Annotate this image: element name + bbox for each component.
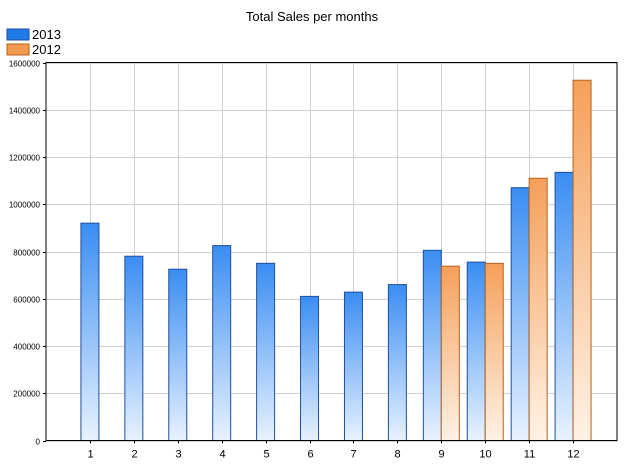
bar-2012-month-9	[440, 265, 460, 441]
y-tick-label: 0	[36, 438, 41, 447]
y-tick-label: 600000	[13, 296, 40, 305]
bar-2013-month-3	[168, 268, 188, 441]
bar-2012-month-12	[572, 79, 592, 441]
chart-title: Total Sales per months	[246, 9, 379, 24]
x-tick-label: 12	[567, 449, 579, 461]
y-tick-label: 400000	[13, 343, 40, 352]
x-tick-label: 6	[307, 449, 313, 461]
y-tick-label: 1400000	[9, 107, 41, 116]
bar-2013-month-1	[80, 222, 100, 441]
bar-2013-month-2	[124, 255, 144, 441]
bar-2013-month-11	[510, 187, 530, 441]
plot-frame	[45, 62, 618, 441]
x-tick-label: 8	[394, 449, 400, 461]
y-tick-label: 1200000	[9, 154, 41, 163]
x-tick-label: 2	[131, 449, 137, 461]
bar-2013-month-10	[466, 261, 486, 441]
x-tick-label: 4	[219, 449, 225, 461]
x-tick-label: 5	[263, 449, 269, 461]
x-tick-label: 10	[479, 449, 491, 461]
y-axis-ticks: 0 200000 400000 600000 800000 1000000 1200000 1…	[9, 60, 46, 447]
y-tick-label: 1000000	[9, 201, 41, 210]
bar-2013-month-8	[387, 284, 407, 442]
bar-2013-month-7	[343, 291, 363, 442]
legend-swatch-2012	[6, 43, 30, 56]
legend-swatch-2013	[6, 28, 30, 41]
x-tick-label: 7	[350, 449, 356, 461]
y-tick-label: 200000	[13, 390, 40, 399]
bar-2013-month-12	[554, 171, 574, 441]
x-tick-label: 11	[524, 449, 535, 461]
x-tick-label: 3	[175, 449, 181, 461]
bar-2013-month-5	[256, 262, 276, 441]
y-tick-label: 800000	[13, 249, 40, 258]
bar-2013-month-6	[300, 295, 320, 442]
bar-2013-month-4	[212, 245, 232, 441]
bar-2013-month-9	[422, 249, 442, 441]
bar-2012-month-11	[528, 177, 548, 441]
legend-label-2013: 2013	[32, 27, 61, 42]
legend: 2013 2012	[6, 27, 61, 57]
x-tick-label: 1	[87, 449, 93, 461]
legend-label-2012: 2012	[32, 42, 61, 57]
bars	[80, 79, 592, 442]
x-axis-ticks: 1 2 3 4 5 6 7 8 9 10 11 12	[87, 440, 580, 461]
y-tick-label: 1600000	[9, 60, 41, 69]
x-tick-label: 9	[438, 449, 444, 461]
bar-2012-month-10	[484, 262, 504, 441]
